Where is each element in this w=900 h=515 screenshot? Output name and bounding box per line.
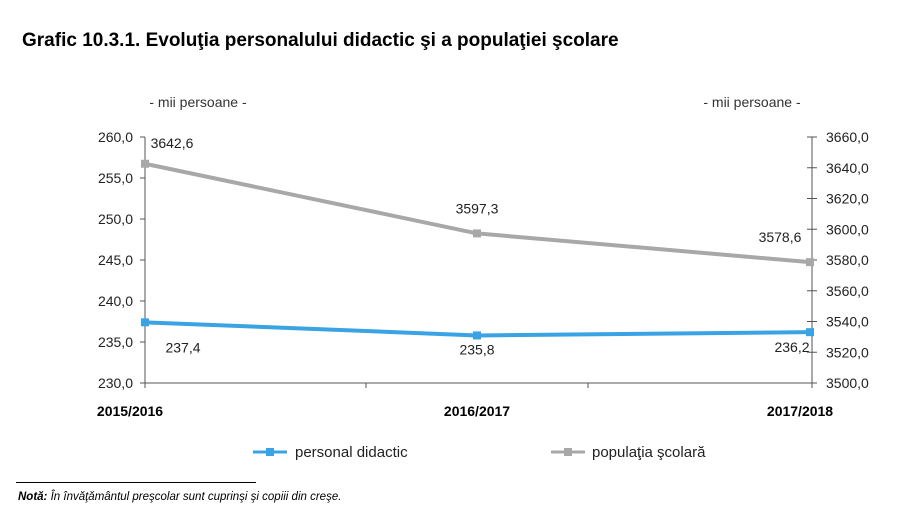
legend-populatia-scolara-swatch-marker (564, 448, 572, 456)
right-axis-tick-label: 3580,0 (826, 252, 869, 268)
left-axis-tick-label: 235,0 (98, 334, 133, 350)
right-axis-tick-label: 3620,0 (826, 191, 869, 207)
line-chart: - mii persoane - - mii persoane - 260,0 255… (97, 94, 869, 461)
legend-personal-didactic-label: personal didactic (295, 444, 408, 461)
legend-populatia-scolara-label: populaţia şcolară (592, 444, 706, 461)
left-axis-tick-label: 230,0 (98, 375, 133, 391)
right-axis-tick-label: 3600,0 (826, 221, 869, 237)
right-axis-tick-label: 3560,0 (826, 283, 869, 299)
right-axis-tick-label: 3540,0 (826, 314, 869, 330)
left-axis-tick-label: 240,0 (98, 293, 133, 309)
personal-didactic-data-label: 237,4 (165, 339, 200, 355)
left-axis-unit-label: - mii persoane - (149, 94, 247, 110)
right-axis-tick-label: 3520,0 (826, 344, 869, 360)
right-axis-unit-label: - mii persoane - (703, 94, 801, 110)
right-axis-tick-label: 3660,0 (826, 129, 869, 145)
personal-didactic-data-label: 235,8 (459, 341, 494, 357)
legend-personal-didactic-swatch-marker (266, 448, 274, 456)
left-axis-tick-label: 260,0 (98, 129, 133, 145)
chart-title: Grafic 10.3.1. Evoluţia personalului did… (22, 30, 619, 51)
personal-didactic-marker (141, 318, 149, 327)
footnote: Notă: În învăţământul preşcolar sunt cup… (18, 491, 341, 503)
x-axis-category-label: 2016/2017 (444, 403, 510, 419)
populatia-scolara-data-label: 3597,3 (456, 200, 499, 216)
x-axis-category-label: 2017/2018 (767, 403, 833, 419)
footnote-label: Notă: (18, 491, 48, 503)
left-axis-tick-label: 255,0 (98, 170, 133, 186)
populatia-scolara-marker (473, 229, 481, 238)
left-axis-tick-label: 250,0 (98, 211, 133, 227)
left-axis-tick-label: 245,0 (98, 252, 133, 268)
right-axis-tick-label: 3640,0 (826, 160, 869, 176)
personal-didactic-marker (473, 331, 481, 340)
populatia-scolara-data-label: 3578,6 (759, 229, 802, 245)
personal-didactic-marker (806, 328, 814, 337)
populatia-scolara-marker (141, 159, 149, 168)
right-axis-tick-label: 3500,0 (826, 375, 869, 391)
x-axis-category-label: 2015/2016 (97, 403, 163, 419)
populatia-scolara-marker (806, 258, 814, 267)
populatia-scolara-data-label: 3642,6 (151, 135, 194, 151)
personal-didactic-data-label: 236,2 (774, 339, 809, 355)
note-divider (16, 482, 256, 483)
footnote-text: În învăţământul preşcolar sunt cuprinşi … (47, 491, 342, 503)
